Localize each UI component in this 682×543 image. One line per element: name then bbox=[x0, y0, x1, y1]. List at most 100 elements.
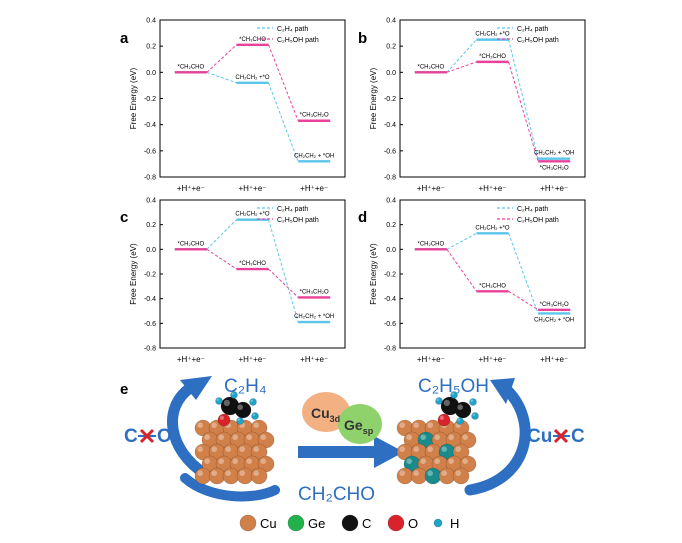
legend-atom-label: O bbox=[408, 516, 418, 531]
cu-atom-highlight bbox=[232, 434, 238, 441]
cu-atom bbox=[236, 467, 254, 485]
y-tick-label: -0.8 bbox=[144, 346, 156, 353]
y-tick-label: 0.4 bbox=[146, 18, 156, 25]
cu-atom-highlight bbox=[455, 446, 462, 453]
chart-panel-d: d 0.4 0.2 0.0 -0.2 -0.4 -0.6 -0.8 Free Energy (e… bbox=[358, 198, 586, 364]
state-label: *CH₃CH₂O bbox=[540, 302, 569, 308]
right-arrow-head bbox=[490, 378, 515, 404]
cu-atom bbox=[410, 467, 428, 485]
path-connector bbox=[446, 39, 477, 73]
c-atom-highlight bbox=[237, 404, 243, 411]
state-label: *CH₃CHO bbox=[479, 283, 506, 289]
cu-atom-highlight bbox=[406, 434, 413, 441]
legend-atom-label: H bbox=[450, 516, 459, 531]
x-category-label: +H⁺+e⁻ bbox=[478, 355, 506, 364]
y-axis-label: Free Energy (eV) bbox=[369, 243, 378, 305]
state-label: *CH₃CH₂O bbox=[540, 165, 569, 171]
ge-sp-label: Gesp bbox=[344, 417, 374, 436]
state-label: *CH₃CHO bbox=[239, 37, 266, 43]
intermediate-label: CH₂CHO bbox=[298, 484, 375, 505]
y-tick-label: -0.4 bbox=[144, 296, 156, 303]
cu-atom-highlight bbox=[253, 470, 259, 477]
chart-panel-a: a 0.4 0.2 0.0 -0.2 -0.4 -0.6 -0.8 Free Energy (e… bbox=[120, 18, 346, 193]
c-atom bbox=[234, 401, 252, 419]
x-category-label: +H⁺+e⁻ bbox=[177, 355, 205, 364]
legend-atom-label: Ge bbox=[308, 516, 325, 531]
cu-atom-highlight bbox=[420, 458, 427, 465]
ge-sp-orbital-blob bbox=[338, 404, 382, 444]
x-category-label: +H⁺+e⁻ bbox=[238, 355, 266, 364]
h-atom bbox=[230, 391, 238, 399]
state-label: CH₂CH₂ + *OH bbox=[294, 153, 334, 159]
x-category-label: +H⁺+e⁻ bbox=[417, 184, 445, 193]
y-axis-label: Free Energy (eV) bbox=[369, 67, 378, 129]
y-tick-label: 0.2 bbox=[146, 222, 156, 229]
center-arrow-head bbox=[374, 436, 404, 468]
y-tick-label: 0.4 bbox=[146, 198, 156, 205]
left-curved-arrow-upper bbox=[167, 382, 211, 480]
y-tick-label: -0.8 bbox=[384, 175, 396, 182]
y-tick-label: 0.2 bbox=[386, 222, 396, 229]
y-tick-label: 0.0 bbox=[146, 70, 156, 77]
panel-label-c: c bbox=[120, 209, 128, 226]
h-atom bbox=[215, 397, 223, 405]
path-connector bbox=[206, 248, 237, 270]
state-label: *CH₂CHO bbox=[417, 64, 444, 70]
state-label: CH₂CH₂ + *OH bbox=[534, 317, 574, 323]
legend-entry: C₂H₄ path bbox=[517, 206, 548, 213]
legend-atom-c bbox=[341, 514, 359, 532]
x-category-label: +H⁺+e⁻ bbox=[300, 355, 328, 364]
o-atom-highlight bbox=[219, 415, 224, 420]
state-label: *CH₂CHO bbox=[177, 241, 204, 247]
ge-atom-highlight bbox=[420, 434, 427, 441]
x-category-label: +H⁺+e⁻ bbox=[540, 184, 568, 193]
cu-atom-highlight bbox=[413, 446, 420, 453]
y-tick-label: -0.8 bbox=[384, 346, 396, 353]
cu-atom bbox=[396, 467, 414, 485]
x-category-label: +H⁺+e⁻ bbox=[417, 355, 445, 364]
cu-atom-highlight bbox=[204, 434, 210, 441]
x-category-label: +H⁺+e⁻ bbox=[478, 184, 506, 193]
cu-atom-highlight bbox=[399, 446, 406, 453]
cu-atom-highlight bbox=[225, 470, 231, 477]
h-atom-highlight bbox=[250, 399, 253, 402]
path-connector bbox=[446, 232, 477, 250]
path-connector bbox=[268, 82, 299, 162]
path-connector bbox=[508, 39, 539, 159]
legend-atom-ge bbox=[287, 514, 305, 532]
cu-3d-label: Cu3d bbox=[311, 405, 340, 424]
cu-atom-highlight bbox=[434, 434, 441, 441]
legend-atom-h bbox=[433, 518, 443, 528]
y-axis-label: Free Energy (eV) bbox=[129, 243, 138, 305]
y-tick-label: 0.0 bbox=[146, 247, 156, 254]
c-atom-highlight bbox=[223, 399, 231, 406]
cu-atom-highlight bbox=[399, 470, 406, 477]
h-atom bbox=[249, 398, 257, 406]
legend-entry: C₂H₅OH path bbox=[517, 37, 559, 44]
path-connector bbox=[268, 219, 299, 323]
cuc-bond-c: C bbox=[571, 426, 585, 447]
right-product-label: C₂H₅OH bbox=[418, 376, 489, 397]
cu-atom-highlight bbox=[260, 434, 267, 441]
path-connector bbox=[446, 249, 477, 292]
right-curved-arrow bbox=[464, 382, 531, 496]
cu-atom-highlight bbox=[448, 434, 455, 441]
cu-atom bbox=[250, 419, 268, 437]
ge-atom-highlight bbox=[441, 446, 448, 453]
state-label: *CH₂CHO bbox=[417, 241, 444, 247]
h-atom bbox=[236, 417, 244, 425]
y-tick-label: -0.2 bbox=[144, 272, 156, 279]
panel-label-a: a bbox=[120, 30, 129, 47]
cu-atom-highlight bbox=[427, 446, 434, 453]
o-atom bbox=[217, 413, 231, 427]
h-atom-highlight bbox=[470, 399, 473, 402]
state-label: *CH₂CHO bbox=[177, 64, 204, 70]
y-tick-label: -0.6 bbox=[144, 148, 156, 155]
cu-3d-orbital-blob bbox=[302, 392, 350, 432]
cu-atom bbox=[250, 467, 268, 485]
y-tick-label: -0.4 bbox=[144, 122, 156, 129]
state-label: *CH₃CHO bbox=[239, 261, 266, 267]
y-tick-label: 0.4 bbox=[386, 198, 396, 205]
cu-atom bbox=[194, 467, 212, 485]
cu-atom bbox=[452, 443, 470, 461]
